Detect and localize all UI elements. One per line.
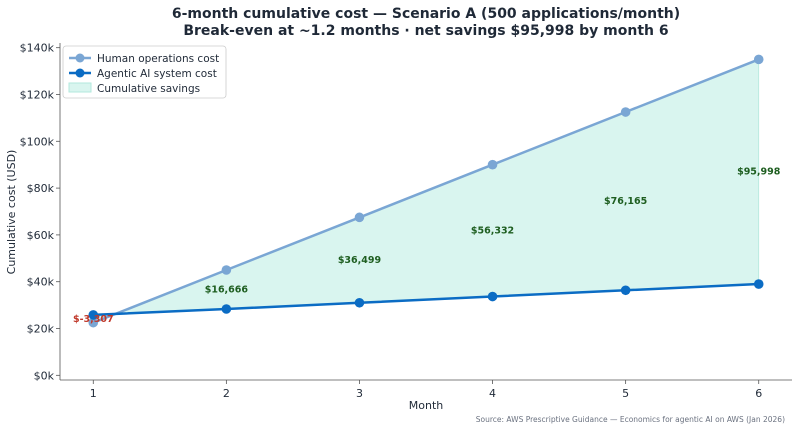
series-points <box>88 54 764 328</box>
y-tick-label: $120k <box>20 88 55 101</box>
y-tick-label: $0k <box>34 369 55 382</box>
data-point-agentic <box>221 304 232 314</box>
y-tick-label: $140k <box>20 42 55 55</box>
data-point-human <box>753 54 764 65</box>
data-point-human <box>88 317 99 328</box>
x-axis-label: Month <box>409 399 444 412</box>
data-point-agentic <box>487 291 498 302</box>
data-point-agentic <box>88 310 99 320</box>
y-tick-label: $20k <box>27 323 55 336</box>
legend-item-savings: Cumulative savings <box>68 82 200 95</box>
legend-swatch-savings <box>68 82 92 93</box>
series-lines <box>92 58 760 324</box>
y-tick-label: $80k <box>27 182 55 195</box>
series-line-agentic <box>93 282 759 317</box>
plot-area: $0k $20k $40k $60k $80k $100k $120k $140k 1 2 3 4 5… <box>20 42 792 400</box>
x-tick-label: 4 <box>489 387 496 400</box>
axes <box>59 43 792 381</box>
savings-labels: $-3,307 $16,666 $36,499 $56,332 $76,165 $95,9… <box>73 167 781 325</box>
chart-title: 6-month cumulative cost — Scenario A (50… <box>172 6 680 22</box>
data-point-human <box>487 159 498 170</box>
x-tick-label: 1 <box>90 387 97 400</box>
data-point-agentic <box>753 279 764 289</box>
legend: Human operations cost Agentic AI system … <box>62 45 227 99</box>
series-line-human <box>92 58 760 324</box>
data-point-agentic <box>354 297 365 308</box>
savings-label: $56,332 <box>471 226 514 237</box>
legend-item-agentic: Agentic AI system cost <box>69 68 217 80</box>
legend-label-savings: Cumulative savings <box>97 83 200 95</box>
y-tick-label: $60k <box>27 229 55 242</box>
legend-label-human: Human operations cost <box>97 53 219 65</box>
source-note: Source: AWS Prescriptive Guidance — Econ… <box>476 415 785 424</box>
savings-label: $76,165 <box>604 196 647 207</box>
chart-subtitle: Break-even at ~1.2 months · net savings … <box>183 23 668 39</box>
y-tick-label: $100k <box>20 135 55 148</box>
savings-label: $95,998 <box>737 167 781 178</box>
data-point-human <box>620 107 631 117</box>
y-tick-label: $40k <box>27 276 55 289</box>
legend-box <box>62 45 227 99</box>
data-point-agentic <box>620 285 631 296</box>
legend-item-human: Human operations cost <box>69 53 219 65</box>
data-point-human <box>354 212 365 223</box>
y-axis-ticks: $0k $20k $40k $60k $80k $100k $120k $140k <box>20 42 60 382</box>
legend-marker-human <box>75 53 85 63</box>
y-axis-label: Cumulative cost (USD) <box>5 150 18 275</box>
x-tick-label: 5 <box>622 387 629 400</box>
x-tick-label: 6 <box>755 387 762 400</box>
legend-marker-agentic <box>75 68 85 78</box>
savings-label: $16,666 <box>205 285 249 296</box>
x-axis-ticks: 1 2 3 4 5 6 <box>90 380 762 400</box>
x-tick-label: 3 <box>356 387 363 400</box>
data-point-human <box>221 265 232 275</box>
x-tick-label: 2 <box>223 387 230 400</box>
savings-label: $36,499 <box>338 255 381 266</box>
savings-label: $-3,307 <box>73 314 114 325</box>
legend-label-agentic: Agentic AI system cost <box>97 68 217 80</box>
